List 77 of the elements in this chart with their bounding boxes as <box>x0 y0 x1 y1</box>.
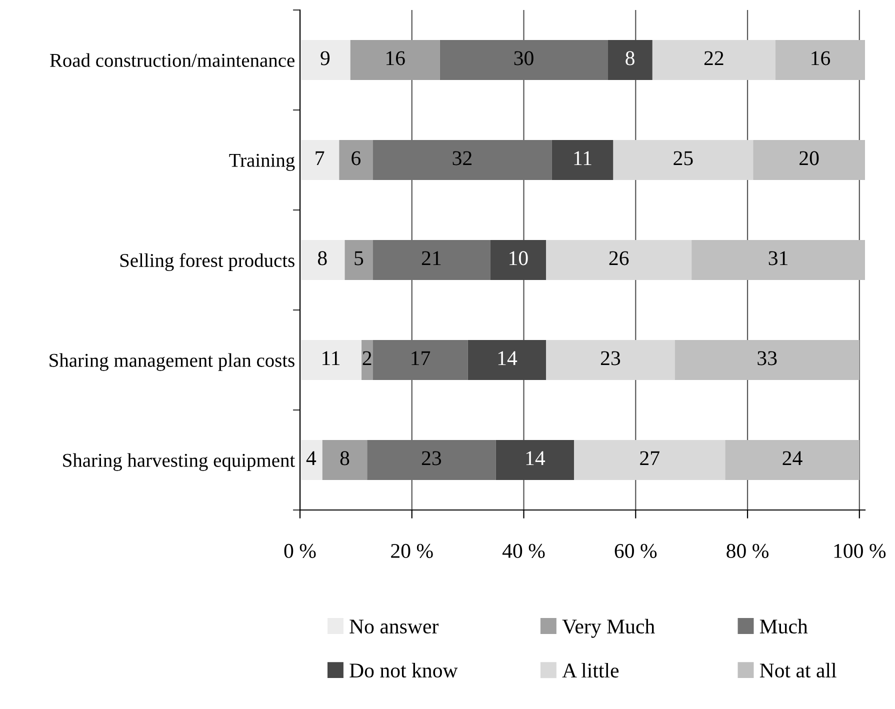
bar <box>372 240 490 280</box>
bar <box>775 40 865 80</box>
y-tick-label: Training <box>229 154 295 171</box>
bar <box>300 340 362 380</box>
bar <box>367 440 496 480</box>
data-label: 23 <box>600 351 620 366</box>
data-label: 30 <box>514 51 534 66</box>
bar <box>613 140 754 180</box>
bar <box>490 240 546 280</box>
bar <box>440 40 608 80</box>
bar <box>362 340 373 380</box>
data-label: 11 <box>574 151 592 166</box>
bar <box>692 240 865 280</box>
data-label: 24 <box>782 451 802 466</box>
data-label: 20 <box>800 151 819 166</box>
data-label: 5 <box>354 251 364 266</box>
bar <box>372 140 552 180</box>
data-label: 10 <box>510 251 528 266</box>
data-label: 31 <box>768 251 788 266</box>
bar <box>674 340 860 380</box>
data-label: 22 <box>704 51 724 66</box>
y-tick-label: Selling forest products <box>120 253 294 272</box>
data-label: 17 <box>412 351 430 366</box>
legend-label: No answer <box>350 620 439 634</box>
bar <box>322 440 368 480</box>
data-label: 16 <box>812 51 830 66</box>
data-label: 25 <box>674 151 693 166</box>
bar <box>300 140 340 180</box>
legend-label: Not at all <box>760 662 836 678</box>
data-label: 4 <box>306 451 316 466</box>
y-tick-label: Sharing harvesting equipment <box>63 453 296 471</box>
bar <box>300 40 350 80</box>
y-tick-label: Road construction/maintenance <box>50 53 294 67</box>
data-label: 21 <box>422 251 441 266</box>
bar <box>339 140 373 180</box>
bar <box>468 340 546 380</box>
bar <box>300 240 345 280</box>
data-label: 2 <box>362 351 372 366</box>
data-label: 14 <box>498 351 518 366</box>
data-label: 23 <box>422 451 442 466</box>
bar <box>344 240 373 280</box>
bar <box>652 40 776 80</box>
legend-label: Do not know <box>350 662 458 678</box>
bar <box>372 340 468 380</box>
data-label: 8 <box>318 251 327 266</box>
data-label: 7 <box>316 151 324 166</box>
bar <box>608 40 652 80</box>
data-label: 32 <box>452 151 472 166</box>
legend-label: Very Much <box>562 618 655 638</box>
x-tick-label: 60 % <box>614 544 657 558</box>
bar <box>300 440 322 480</box>
data-label: 14 <box>526 451 546 466</box>
bar <box>496 440 574 480</box>
bar <box>574 440 726 480</box>
data-label: 33 <box>758 351 777 366</box>
data-label: 6 <box>352 151 361 166</box>
x-tick-label: 0 % <box>284 544 316 558</box>
data-label: 26 <box>609 251 629 266</box>
data-label: 27 <box>640 451 660 466</box>
x-tick-label: 40 % <box>502 544 545 558</box>
x-tick-label: 100 % <box>834 544 886 558</box>
bar <box>552 140 614 180</box>
bar <box>725 440 860 480</box>
bar <box>350 40 440 80</box>
y-tick-label: Sharing management plan costs <box>50 353 294 371</box>
bar <box>546 340 675 380</box>
legend-label: Much <box>760 618 808 634</box>
data-label: 9 <box>320 51 330 66</box>
x-tick-label: 80 % <box>726 544 769 558</box>
data-label: 11 <box>322 351 340 366</box>
bar <box>753 140 865 180</box>
x-tick-label: 20 % <box>391 544 433 558</box>
legend-label: A little <box>562 662 619 678</box>
bar <box>546 240 692 280</box>
data-label: 8 <box>626 51 634 66</box>
data-label: 16 <box>386 51 405 66</box>
data-label: 8 <box>340 451 350 466</box>
